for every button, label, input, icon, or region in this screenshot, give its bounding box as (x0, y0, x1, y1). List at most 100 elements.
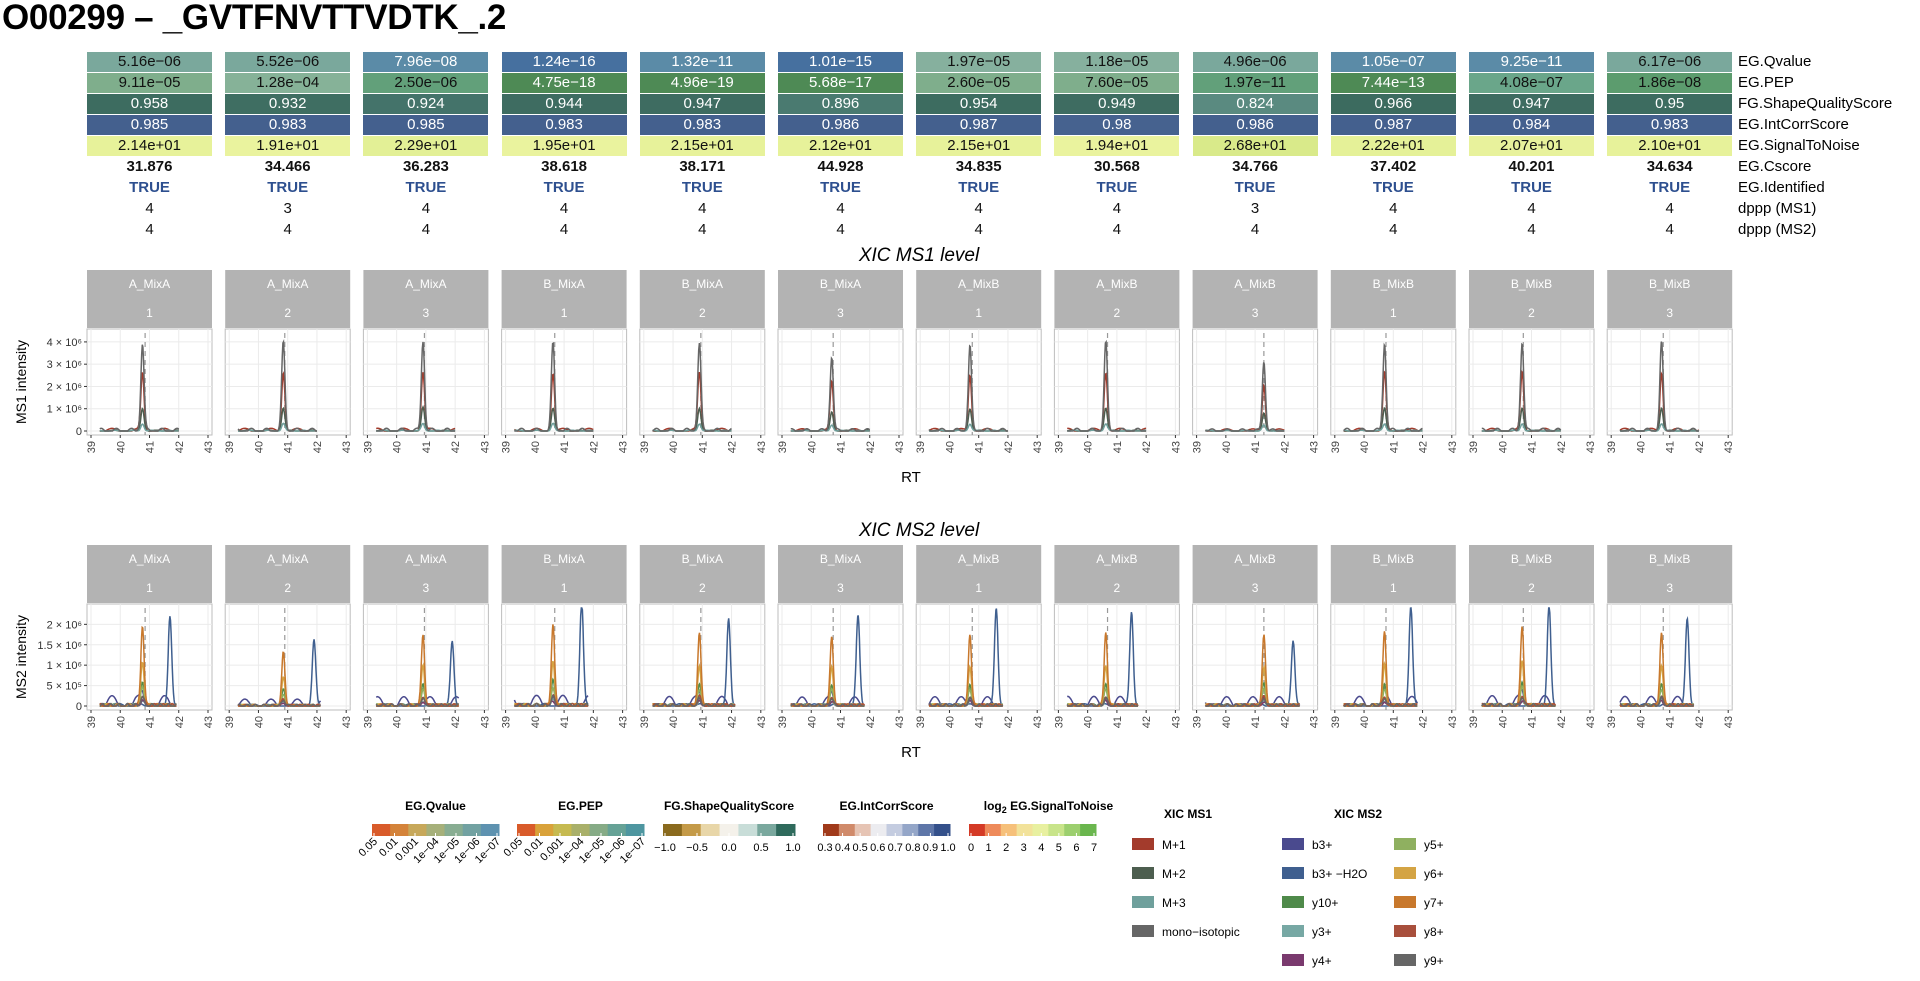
metric-cell: 5.16e−06 (87, 52, 212, 72)
strip-label: B_MixA (820, 552, 861, 566)
y-tick-label: 4 × 10⁶ (47, 337, 82, 349)
x-tick-label: 39 (1606, 441, 1618, 453)
colorbar-swatch (918, 824, 935, 836)
colorbar-swatch (776, 824, 796, 836)
y-tick-label: 3 × 10⁶ (47, 359, 82, 371)
strip-label: A_MixA (405, 277, 446, 291)
metric-cell: 4 (145, 221, 154, 238)
x-tick-label: 40 (668, 716, 680, 728)
x-tick-label: 39 (362, 716, 374, 728)
x-tick-label: 43 (1447, 441, 1459, 453)
x-tick-label: 39 (1330, 441, 1342, 453)
panel: A_MixB 2 39 40 41 42 43 (1053, 545, 1182, 728)
x-tick-label: 43 (618, 716, 630, 728)
legend-swatch (1394, 954, 1416, 966)
colorbar-swatch (700, 824, 721, 836)
x-tick-label: 43 (341, 441, 353, 453)
series-line (652, 343, 732, 432)
x-tick-label: 39 (1330, 716, 1342, 728)
x-tick-label: 41 (559, 441, 571, 453)
x-tick-label: 39 (1192, 716, 1204, 728)
x-tick-label: 39 (86, 716, 98, 728)
legend-label: y3+ (1312, 925, 1332, 939)
legend-swatch (1282, 838, 1304, 850)
strip-label: 3 (837, 306, 844, 320)
panel: A_MixA 3 39 40 41 42 43 (362, 545, 491, 728)
metric-cell: 7.96e−08 (363, 52, 489, 72)
metric-cell: 4 (1112, 221, 1122, 238)
x-tick-label: 42 (588, 716, 600, 728)
x-tick-label: 42 (727, 441, 739, 453)
strip-label: 3 (423, 581, 430, 595)
metric-cell: 40.201 (1508, 158, 1555, 175)
colorbar-tick-label: 5 (1056, 842, 1062, 854)
panel: B_MixA 2 39 40 41 42 43 (639, 270, 768, 453)
x-tick-label: 42 (727, 716, 739, 728)
strip-label: A_MixA (129, 277, 170, 291)
metric-cell: 4 (1112, 200, 1122, 217)
metric-cell: 4 (1389, 200, 1398, 217)
colorbar-swatch (681, 824, 702, 836)
metric-cell: 4.96e−06 (1192, 52, 1318, 72)
metric-cell: 0.983 (501, 115, 627, 135)
metric-cell: 36.283 (402, 158, 449, 175)
metric-cell: 6.17e−06 (1607, 52, 1733, 72)
strip-label: 2 (1114, 581, 1121, 595)
panel: B_MixB 1 39 40 41 42 43 (1330, 545, 1459, 728)
x-tick-label: 42 (1003, 441, 1015, 453)
metric-cell: 5.52e−06 (225, 52, 351, 72)
colorbar-swatch (408, 824, 427, 836)
metric-cell: 2.50e−06 (363, 73, 489, 93)
legend-swatch (1132, 838, 1154, 850)
colorbar-swatch (870, 824, 887, 836)
metric-cell: 4 (1250, 221, 1260, 238)
x-tick-label: 40 (1635, 716, 1647, 728)
x-tick-label: 42 (1141, 716, 1153, 728)
strip-label: 2 (699, 581, 706, 595)
panel-strip (778, 545, 903, 603)
metric-label: FG.ShapeQualityScore (1738, 95, 1893, 112)
strip-label: 3 (1666, 581, 1673, 595)
metric-cell: TRUE (1649, 179, 1691, 196)
colorbar-swatch (1016, 824, 1033, 836)
strip-label: B_MixB (1649, 277, 1690, 291)
x-tick-label: 42 (1556, 716, 1568, 728)
metric-cell: 1.01e−15 (778, 52, 903, 72)
metric-cell: 4 (145, 200, 154, 217)
x-tick-label: 43 (479, 441, 491, 453)
x-tick-label: 40 (1635, 441, 1647, 453)
metric-cell: 7.60e−05 (1054, 73, 1180, 93)
metric-cell: 44.928 (817, 158, 864, 175)
x-tick-label: 43 (203, 441, 215, 453)
colorbar-tick-label: 6 (1073, 842, 1079, 854)
strip-label: B_MixB (1511, 552, 1552, 566)
legend-swatch (1394, 896, 1416, 908)
colorbar-swatch (571, 824, 591, 836)
x-tick-label: 40 (530, 441, 542, 453)
metric-cell: 4.75e−18 (501, 73, 627, 93)
legend-label: M+1 (1162, 838, 1186, 852)
x-tick-label: 42 (1556, 441, 1568, 453)
x-tick-label: 39 (1468, 716, 1480, 728)
metric-cell: 0.984 (1469, 115, 1594, 135)
panel: B_MixA 3 39 40 41 42 43 (777, 270, 906, 453)
colorbar-tick-label: 1.0 (785, 842, 800, 854)
metric-label: EG.IntCorrScore (1738, 116, 1849, 133)
x-tick-label: 43 (756, 716, 768, 728)
x-tick-label: 39 (1192, 441, 1204, 453)
metric-cell: 7.44e−13 (1330, 73, 1456, 93)
series-line (99, 344, 180, 432)
panel-strip (363, 545, 489, 603)
metric-cell: 0.95 (1607, 94, 1733, 114)
metric-cell: TRUE (1234, 179, 1276, 196)
x-tick-label: 41 (697, 441, 709, 453)
panel: B_MixA 3 39 40 41 42 43 (777, 545, 906, 728)
x-tick-label: 41 (1112, 441, 1124, 453)
metric-cell: 34.835 (955, 158, 1002, 175)
metric-label: EG.Cscore (1738, 158, 1812, 175)
series-line (1067, 339, 1147, 432)
colorbar-tick-label: 0.0 (721, 842, 736, 854)
metric-cell: 4 (559, 221, 569, 238)
colorbar-swatch (480, 824, 500, 836)
